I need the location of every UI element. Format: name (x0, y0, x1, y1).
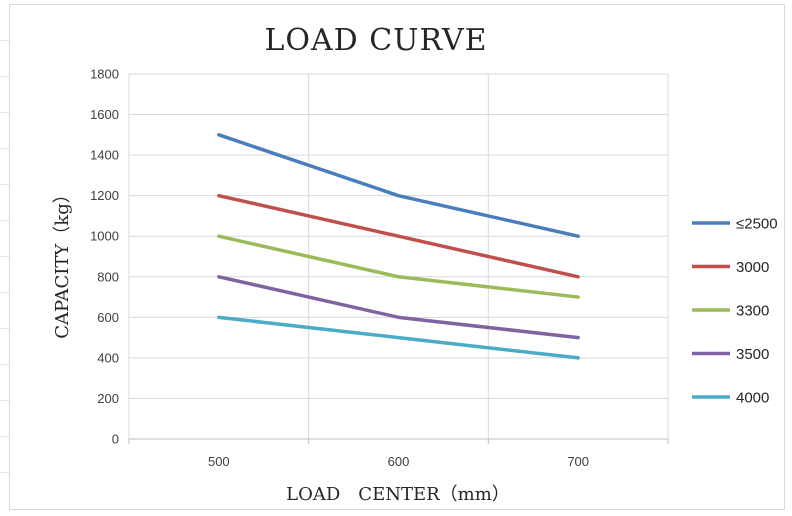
x-axis-title: LOAD CENTER（mm） (286, 484, 510, 505)
sheet-edge (0, 0, 9, 516)
gridlines (128, 73, 669, 439)
y-tick-label: 1000 (90, 229, 119, 244)
y-tick-label: 200 (97, 391, 119, 406)
y-tick-label: 1400 (90, 148, 119, 163)
y-tick-label: 1200 (90, 188, 119, 203)
chart-title: LOAD CURVE (264, 23, 487, 58)
x-tick-label: 600 (388, 454, 410, 469)
series-line-2 (217, 234, 580, 299)
x-tick-label: 700 (567, 454, 589, 469)
y-tick-label: 800 (97, 269, 119, 284)
series-line-0 (217, 133, 580, 238)
y-axis-title: CAPACITY（kg） (52, 185, 73, 338)
y-axis-ticks: 0 200 400 600 800 1000 1200 1400 1600 1800 (90, 67, 119, 447)
x-axis-ticks: 500 600 700 (208, 454, 589, 469)
axes (128, 438, 669, 444)
legend-label: 4000 (736, 390, 769, 407)
x-tick-label: 500 (208, 454, 230, 469)
y-tick-label: 0 (112, 432, 119, 447)
chart-frame (9, 4, 785, 510)
y-tick-label: 1800 (90, 67, 119, 82)
legend-label: 3500 (736, 346, 769, 363)
y-tick-label: 1600 (90, 107, 119, 122)
series-line-4 (217, 315, 580, 360)
legend-label: 3000 (736, 259, 769, 276)
series-lines (217, 133, 580, 360)
series-line-1 (217, 193, 580, 279)
y-tick-label: 400 (97, 350, 119, 365)
legend-label: ≤2500 (736, 216, 778, 233)
legend-label: 3300 (736, 303, 769, 320)
series-line-3 (217, 275, 580, 340)
legend: ≤2500 3000 3300 3500 4000 (692, 216, 778, 407)
y-tick-label: 600 (97, 310, 119, 325)
